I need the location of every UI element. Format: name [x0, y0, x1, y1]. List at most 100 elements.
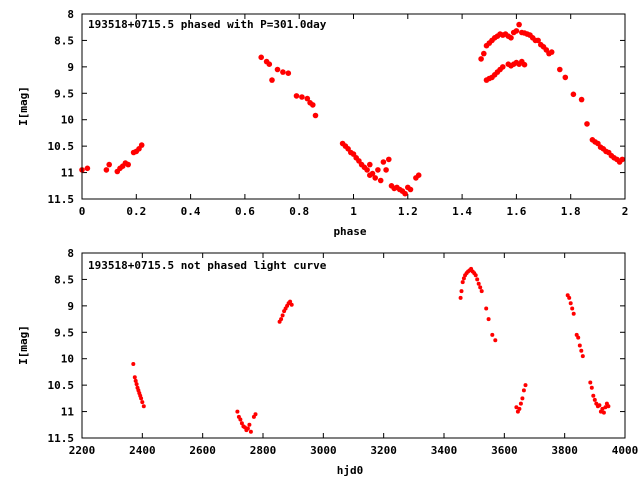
- bottom-plot-data-point: [577, 343, 582, 348]
- bottom-plot-x-tick-label: 3400: [431, 444, 458, 457]
- top-plot-data-point: [293, 93, 300, 99]
- bottom-plot-data-point: [476, 281, 481, 286]
- top-plot-data-point: [269, 77, 275, 83]
- top-plot-data-point: [521, 61, 528, 68]
- top-plot-x-tick-label: 1: [350, 205, 357, 218]
- top-plot-data-point: [299, 94, 305, 100]
- bottom-plot-x-tick-label: 2800: [250, 444, 277, 457]
- top-plot-x-tick-label: 0.4: [181, 205, 201, 218]
- bottom-plot-y-tick-label: 11: [61, 406, 75, 419]
- top-plot-data-point: [415, 172, 422, 178]
- bottom-plot-data-point: [248, 429, 253, 434]
- top-plot-data-point: [304, 95, 311, 102]
- bottom-plot-data-point: [493, 338, 498, 343]
- top-plot-data-point: [557, 66, 563, 73]
- bottom-plot-data-point: [131, 362, 136, 366]
- top-plot-data-point: [478, 56, 484, 62]
- bottom-plot-data-point: [523, 383, 528, 388]
- top-plot-data-point: [383, 167, 389, 173]
- bottom-plot-x-axis-label: hjd0: [337, 464, 364, 477]
- bottom-plot-x-tick-label: 3200: [370, 444, 397, 457]
- bottom-plot-data-point: [458, 295, 463, 300]
- top-plot-x-tick-label: 2: [622, 205, 629, 218]
- bottom-plot-data-point: [461, 276, 466, 281]
- bottom-plot-data-point: [133, 378, 138, 383]
- bottom-plot-x-tick-label: 3800: [551, 444, 578, 457]
- top-plot-data-point: [285, 70, 292, 76]
- top-plot-data-point: [570, 91, 577, 98]
- bottom-plot-x-tick-label: 4000: [612, 444, 639, 457]
- bottom-plot-y-tick-label: 8: [67, 247, 74, 260]
- bottom-plot-data-point: [478, 285, 483, 290]
- top-plot-x-tick-label: 1.6: [506, 205, 526, 218]
- bottom-plot-y-tick-label: 9: [67, 300, 74, 313]
- top-plot-x-tick-label: 1.2: [398, 205, 418, 218]
- top-plot-x-tick-label: 0.8: [289, 205, 309, 218]
- top-plot-data-point: [266, 61, 273, 67]
- bottom-plot-x-tick-label: 2400: [129, 444, 156, 457]
- top-plot-y-tick-label: 9: [67, 61, 74, 74]
- top-plot-data-point: [125, 161, 131, 168]
- top-plot-data-point: [84, 165, 91, 172]
- top-plot-y-tick-label: 10: [61, 114, 74, 127]
- top-plot-y-tick-label: 11: [61, 167, 75, 180]
- top-plot-points: [79, 21, 626, 197]
- bottom-plot-data-point: [239, 421, 244, 426]
- top-plot-x-tick-label: 1.8: [561, 205, 581, 218]
- bottom-plot-data-point: [132, 375, 137, 380]
- top-plot-data-point: [103, 167, 110, 173]
- bottom-plot-data-point: [253, 412, 258, 417]
- bottom-plot-data-point: [514, 405, 519, 410]
- bottom-plot-data-point: [245, 426, 250, 431]
- top-plot-y-tick-label: 9.5: [54, 87, 74, 100]
- top-plot-title: 193518+0715.5 phased with P=301.0day: [88, 18, 327, 31]
- top-plot-data-point: [367, 161, 373, 168]
- top-plot-data-point: [548, 49, 555, 55]
- bottom-plot-y-tick-label: 10: [61, 353, 74, 366]
- top-plot-data-point: [106, 161, 112, 168]
- bottom-plot-data-point: [600, 406, 605, 411]
- top-plot-y-tick-label: 10.5: [48, 140, 75, 153]
- bottom-plot-data-point: [140, 400, 145, 405]
- bottom-plot-data-point: [475, 277, 480, 282]
- top-plot-data-point: [402, 190, 408, 197]
- top-plot-data-point: [513, 28, 520, 34]
- top-plot-data-point: [258, 54, 265, 61]
- bottom-plot-data-point: [235, 409, 240, 414]
- bottom-plot-data-point: [279, 317, 284, 322]
- bottom-plot-x-tick-label: 3000: [310, 444, 337, 457]
- top-plot-data-point: [380, 159, 387, 165]
- bottom-plot-x-tick-label: 3600: [491, 444, 518, 457]
- bottom-plot-y-tick-label: 10.5: [48, 379, 75, 392]
- bottom-plot-x-tick-label: 2200: [69, 444, 96, 457]
- top-plot-data-point: [138, 142, 145, 148]
- top-plot-data-point: [310, 102, 316, 108]
- bottom-plot-data-point: [606, 404, 611, 409]
- bottom-plot-y-tick-label: 8.5: [54, 273, 74, 286]
- bottom-plot-data-point: [288, 299, 293, 304]
- top-plot-y-tick-label: 11.5: [48, 193, 75, 206]
- bottom-plot-data-point: [592, 397, 597, 402]
- top-plot-data-point: [375, 167, 381, 173]
- top-plot-data-point: [407, 186, 414, 193]
- bottom-plot-data-point: [570, 306, 575, 311]
- top-plot-data-point: [578, 96, 585, 103]
- top-plot-x-tick-label: 0.6: [235, 205, 255, 218]
- bottom-plot-y-tick-label: 9.5: [54, 326, 74, 339]
- top-plot: 0 0.2 0.4 0.6 0.8 1 1.2 1.4 1.6 1.8 2 8 8.5 9 9.5 10 10.…: [17, 8, 628, 238]
- bottom-plot-data-point: [580, 354, 585, 359]
- top-plot-data-point: [508, 35, 514, 41]
- bottom-plot-data-point: [460, 280, 465, 285]
- top-plot-data-point: [535, 37, 541, 44]
- top-plot-data-point: [280, 69, 286, 75]
- bottom-plot-data-point: [520, 396, 525, 401]
- bottom-plot-frame: [81, 252, 626, 439]
- bottom-plot-y-tick-label: 11.5: [48, 432, 75, 445]
- bottom-plot-data-point: [517, 406, 522, 411]
- top-plot-x-axis-label: phase: [333, 225, 366, 238]
- bottom-plot-data-point: [518, 401, 523, 406]
- bottom-plot-data-point: [591, 393, 596, 398]
- bottom-plot-title: 193518+0715.5 not phased light curve: [88, 259, 327, 272]
